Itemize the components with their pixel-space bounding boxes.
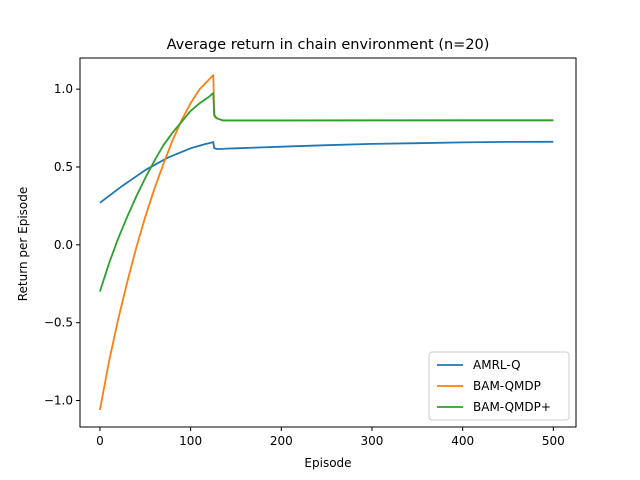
plot-area — [99, 74, 554, 411]
x-tick-label: 400 — [451, 434, 474, 448]
legend-label: BAM-QMDP+ — [473, 400, 551, 414]
y-axis-label: Return per Episode — [16, 187, 30, 302]
x-tick-label: 300 — [361, 434, 384, 448]
legend-box — [428, 351, 570, 421]
chart-title: Average return in chain environment (n=2… — [167, 37, 490, 53]
x-tick-label: 500 — [542, 434, 565, 448]
axes-frame — [79, 57, 577, 428]
y-tick-label: 1.0 — [54, 82, 73, 96]
series-line-bam-qmdp — [99, 92, 554, 292]
legend-label: BAM-QMDP — [473, 379, 541, 393]
legend: AMRL-Q BAM-QMDP BAM-QMDP+ — [428, 351, 570, 421]
y-tick-label: 0.5 — [54, 160, 73, 174]
legend-label: AMRL-Q — [473, 358, 521, 372]
x-tick-label: 0 — [96, 434, 104, 448]
series-line-amrl-q — [99, 140, 554, 204]
x-axis-label: Episode — [304, 456, 351, 470]
axes: 0 100 200 300 400 500 1.0 0.5 0.0 −0.5 −1.0 — [44, 57, 577, 448]
y-tick-label: 0.0 — [54, 238, 73, 252]
x-tick-label: 200 — [270, 434, 293, 448]
x-tick-label: 100 — [179, 434, 202, 448]
y-tick-label: −0.5 — [44, 316, 73, 330]
y-tick-label: −1.0 — [44, 394, 73, 408]
